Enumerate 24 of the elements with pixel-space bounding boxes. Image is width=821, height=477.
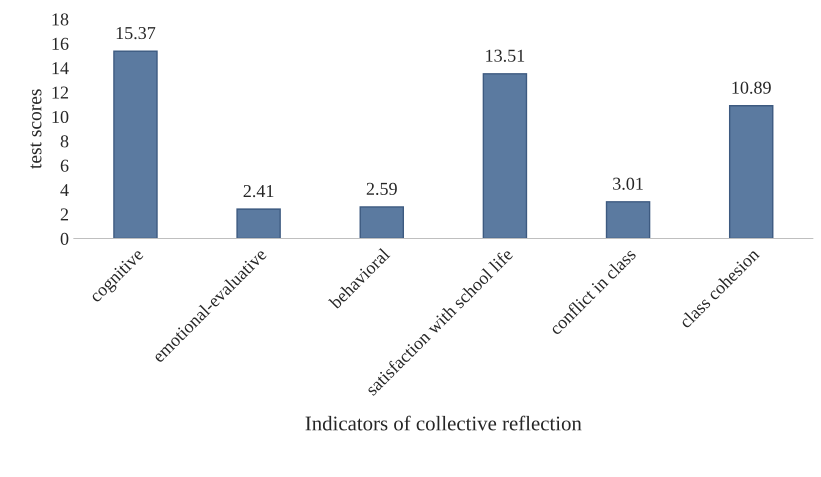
data-label: 15.37 xyxy=(116,27,156,40)
data-label: 10.89 xyxy=(732,82,771,94)
y-axis-title: test scores xyxy=(30,89,42,169)
bar xyxy=(482,73,528,238)
bar xyxy=(606,201,650,238)
y-tick-label: 2 xyxy=(60,208,68,220)
data-label: 2.41 xyxy=(244,184,274,198)
y-tick-label: 14 xyxy=(52,62,69,74)
data-label: 3.01 xyxy=(613,178,643,190)
data-label: 2.59 xyxy=(366,182,397,196)
y-tick-label: 6 xyxy=(60,160,68,172)
bar xyxy=(728,105,774,238)
bar xyxy=(360,206,404,238)
y-tick-label: 18 xyxy=(52,13,68,26)
y-tick-label: 8 xyxy=(60,135,68,148)
y-tick-label: 12 xyxy=(52,86,68,98)
y-tick-label: 4 xyxy=(60,184,69,196)
y-tick-label: 10 xyxy=(52,110,68,124)
data-label: 13.51 xyxy=(486,50,524,62)
y-tick-label: 0 xyxy=(60,232,68,245)
x-axis-title: Indicators of collective reflection xyxy=(306,416,582,431)
y-tick-label: 16 xyxy=(52,38,68,50)
bar xyxy=(236,208,281,238)
bar xyxy=(113,50,158,238)
